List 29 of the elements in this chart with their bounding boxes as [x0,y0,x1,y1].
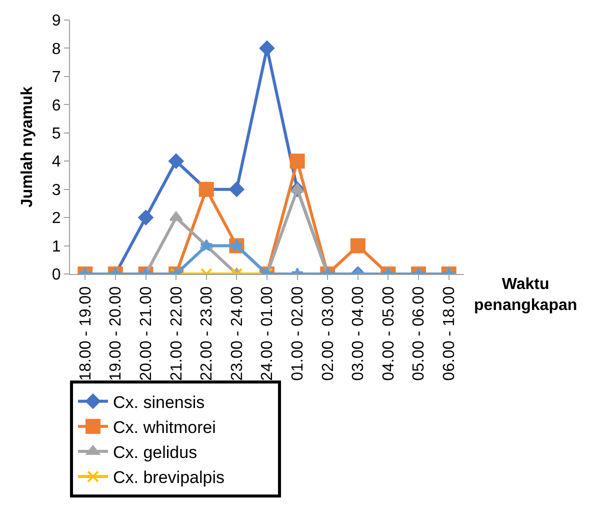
y-tick-label: 3 [52,182,61,199]
legend-label: Cx. sinensis [113,392,205,412]
y-tick-label: 1 [52,238,61,256]
x-tick-label: 03.00 - 04.00 [350,286,368,381]
y-tick-label: 7 [52,69,61,86]
x-axis-title: Waktu penangkapan [474,276,578,314]
y-tick-label: 8 [52,40,61,58]
legend-label: Cx. gelidus [113,443,198,462]
y-tick-label: 4 [52,154,61,171]
y-axis-title: Jumlah nyamuk [18,86,36,208]
legend-label: Cx. brevipalpis [113,468,224,488]
x-tick-label: 01.00 - 02.00 [290,286,307,381]
x-tick-label: 19.00 - 20.00 [108,286,125,381]
x-tick-label: 24.00 - 01.00 [259,286,276,381]
x-tick-label: 21.00 - 22.00 [168,286,186,381]
y-tick-label: 6 [52,97,61,114]
legend-label: Cx. whitmorei [113,418,216,437]
y-tick-label: 2 [52,210,61,228]
x-tick-label: 04.00 - 05.00 [380,286,398,381]
y-tick-label: 9 [52,12,61,30]
x-tick-label: 06.00 - 18.00 [441,286,458,381]
x-tick-label: 18.00 - 19.00 [77,286,94,381]
x-tick-label: 20.00 - 21.00 [138,286,155,381]
x-tick-label: 05.00 - 06.00 [410,286,428,381]
x-tick-label: 23.00 - 24.00 [228,286,246,381]
x-tick-label: 22.00 - 23.00 [198,286,216,381]
y-tick-label: 0 [52,266,61,284]
x-tick-label: 02.00 - 03.00 [320,286,337,381]
y-tick-label: 5 [52,125,61,142]
